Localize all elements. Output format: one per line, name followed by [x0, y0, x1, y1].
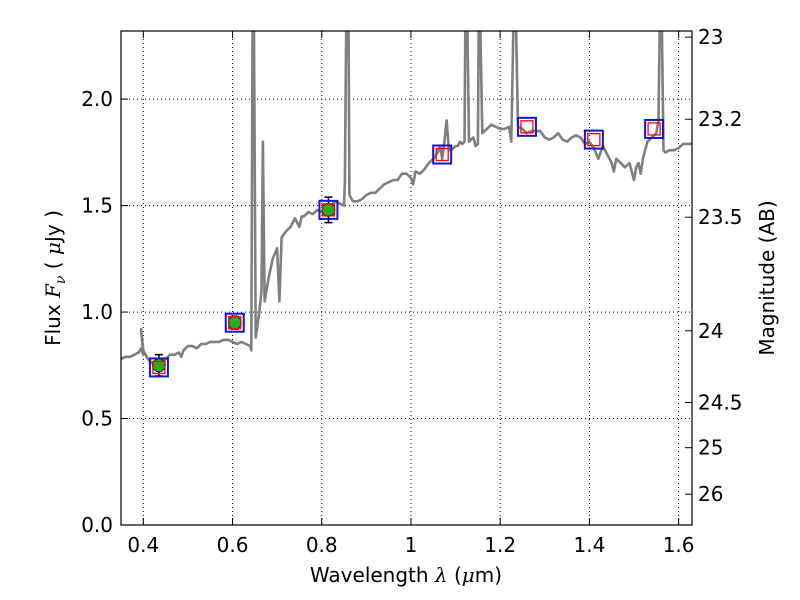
x-tick-label: 1.4 [573, 533, 605, 557]
model-inner-marker [228, 316, 242, 330]
magnitude-tick-label: 26 [698, 482, 723, 506]
observed-point [152, 358, 166, 373]
model-box-marker [516, 116, 537, 137]
x-tick-label: 1.6 [663, 533, 695, 557]
y-tick-label: 0.5 [81, 407, 113, 431]
x-tick-label: 0.6 [217, 533, 249, 557]
x-tick-label: 0.4 [127, 533, 159, 557]
grid-lines [121, 31, 692, 526]
model-box-marker [583, 129, 604, 150]
y-axis-ticks: 0.0 0.5 1.0 1.5 2.0 [81, 87, 128, 537]
x-tick-label: 1 [405, 533, 418, 557]
model-inner-marker [435, 147, 449, 162]
x-tick-label: 0.8 [306, 533, 338, 557]
y-tick-label: 2.0 [81, 87, 113, 111]
observed-point [321, 202, 336, 217]
magnitude-tick-label: 24.5 [698, 390, 743, 414]
magnitude-tick-label: 24 [698, 319, 723, 343]
model-box-marker [318, 199, 339, 220]
model-box-marker [644, 118, 665, 139]
model-inner-marker [647, 122, 661, 136]
spectrum-line [121, 31, 692, 365]
x-axis-label: Wavelength λ (μm) [310, 563, 502, 587]
y-axis-label: Flux Fν ( μJy ) [41, 210, 69, 346]
magnitude-tick-label: 23.2 [698, 107, 743, 131]
model-inner-marker [321, 203, 336, 217]
plot-frame [120, 30, 693, 526]
x-tick-label: 1.2 [484, 533, 516, 557]
magnitude-axis-label: Magnitude (AB) [755, 200, 779, 355]
magnitude-tick-label: 25 [698, 436, 723, 460]
y-tick-label: 0.0 [81, 513, 113, 537]
x-axis-ticks: 0.4 0.6 0.8 1 1.2 1.4 1.6 [127, 31, 695, 557]
model-box-marker [148, 357, 169, 378]
y-tick-label: 1.0 [81, 300, 113, 324]
observed-points [152, 196, 336, 377]
model-box-marker [224, 312, 245, 333]
magnitude-axis-ticks: 23 23.2 23.5 24 24.5 25 26 [685, 25, 743, 506]
magnitude-tick-label: 23.5 [698, 205, 743, 229]
model-inner-marker [520, 120, 534, 134]
model-box-marker [432, 144, 453, 165]
magnitude-tick-label: 23 [698, 25, 723, 49]
observed-point [227, 315, 242, 330]
model-inner-marker [587, 132, 601, 147]
model-points [148, 116, 665, 378]
model-inner-marker [152, 360, 166, 375]
y-tick-label: 1.5 [81, 194, 113, 218]
